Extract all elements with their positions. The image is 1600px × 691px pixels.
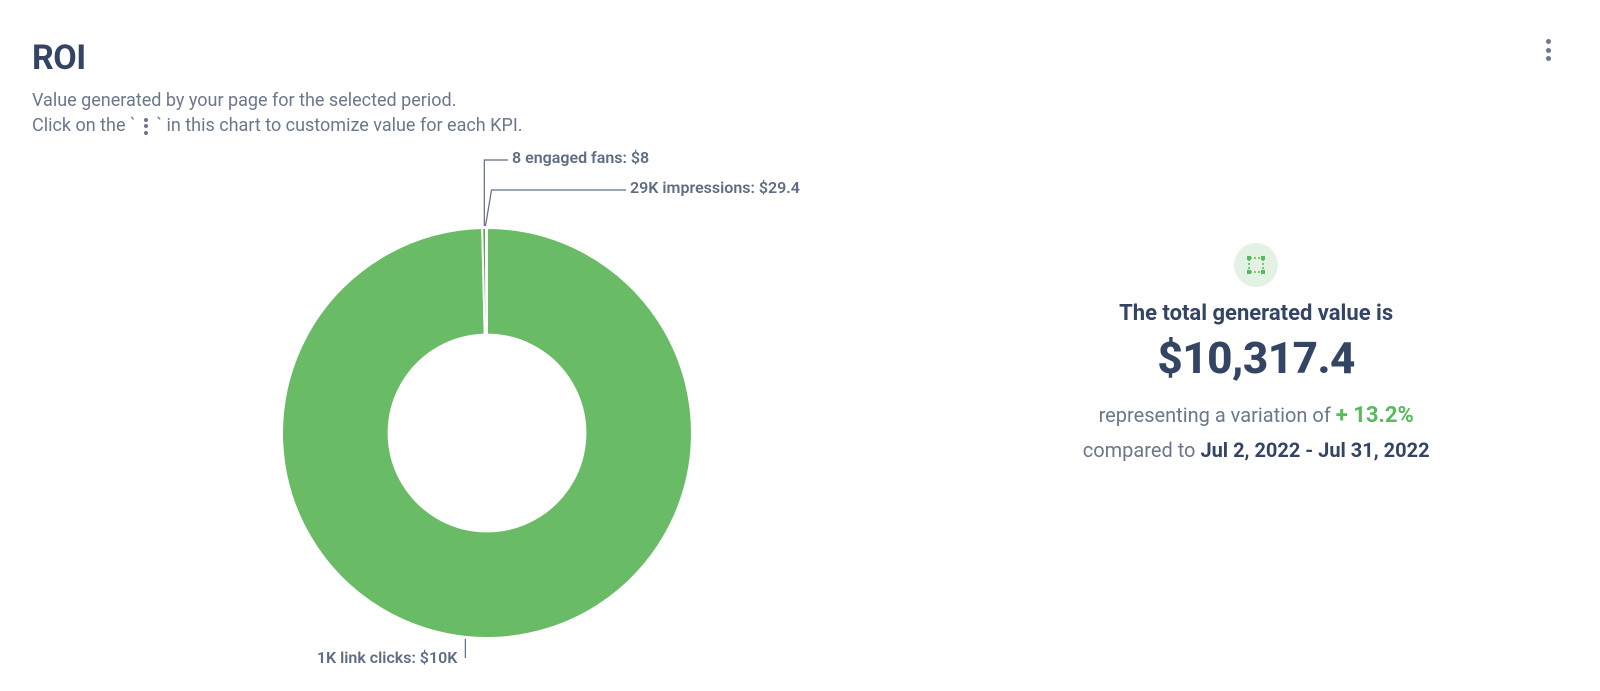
roi-left-panel: ROI Value generated by your page for the… [32,38,984,671]
leader-line [486,190,626,226]
compare-range: Jul 2, 2022 - Jul 31, 2022 [1200,438,1429,462]
ellipsis-vertical-icon [144,118,148,135]
roi-donut-chart: 8 engaged fans: $8 29K impressions: $29.… [32,148,852,668]
ellipsis-dot-icon [1546,39,1551,44]
donut-label-engaged-fans: 8 engaged fans: $8 [512,148,649,167]
panel-subtitle-line1: Value generated by your page for the sel… [32,88,984,113]
roi-summary-panel: The total generated value is $10,317.4 r… [984,38,1568,671]
donut-label-impressions: 29K impressions: $29.4 [630,178,800,197]
summary-total-value: $10,317.4 [1157,332,1355,384]
leader-line [484,160,508,226]
donut-label-link-clicks: 1K link clicks: $10K [32,648,457,667]
subtitle-line2-a: Click on the ` [32,115,136,136]
subtitle-line2-b: ` in this chart to customize value for e… [156,115,522,136]
summary-icon-background [1234,243,1278,287]
variation-value: + 13.2% [1336,403,1414,428]
summary-variation-line: representing a variation of + 13.2% [1099,398,1414,433]
summary-compare-line: compared to Jul 2, 2022 - Jul 31, 2022 [1083,434,1430,466]
panel-subtitle-line2: Click on the ` ` in this chart to custom… [32,113,984,138]
bounding-box-icon [1245,254,1267,276]
summary-heading: The total generated value is [1119,301,1393,326]
ellipsis-dot-icon [1546,56,1551,61]
variation-prefix: representing a variation of [1099,403,1336,427]
donut-slice [486,228,487,335]
compare-prefix: compared to [1083,438,1201,462]
donut-svg [32,148,852,688]
panel-title: ROI [32,38,984,78]
ellipsis-dot-icon [1546,48,1551,53]
more-menu-button[interactable] [1536,38,1560,62]
